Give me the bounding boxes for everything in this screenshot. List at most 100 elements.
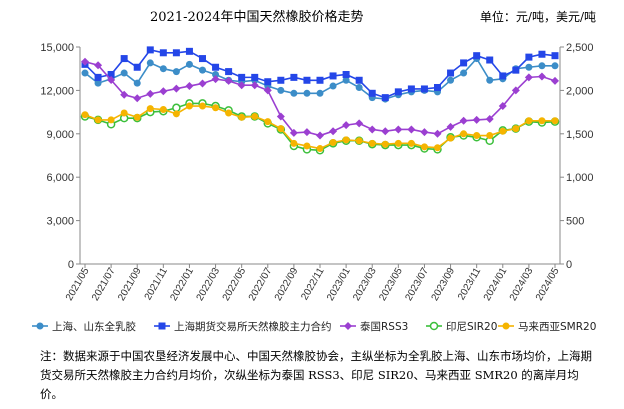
legend-marker [36,322,44,330]
legend-marker [158,322,166,330]
x-tick-label: 2021/05 [64,266,92,303]
data-point-series-5 [107,116,115,124]
data-point-series-1 [172,68,180,76]
data-point-series-5 [225,109,233,117]
data-point-series-3 [459,116,468,125]
legend-label: 上海、山东全乳胶 [52,320,136,333]
data-point-series-3 [276,112,285,121]
data-point-series-5 [303,142,311,150]
data-point-series-3 [381,127,390,136]
data-point-series-1 [185,60,193,68]
y-left-tick-label: 9,000 [46,129,74,141]
x-tick-label: 2021/09 [116,266,144,303]
data-point-series-5 [486,132,494,140]
unit-label: 单位：元/吨，美元/吨 [479,10,596,24]
x-tick-label: 2022/07 [247,266,275,303]
data-point-series-2 [238,73,246,81]
data-point-series-5 [447,134,455,142]
data-point-series-1 [212,70,220,78]
data-point-series-5 [81,111,89,119]
data-point-series-3 [133,94,142,103]
y-left-tick-label: 12,000 [40,85,74,97]
data-point-series-2 [212,63,220,71]
data-point-series-5 [94,116,102,124]
data-point-series-5 [538,117,546,125]
data-point-series-2 [277,76,285,84]
data-point-series-3 [551,76,559,85]
x-tick-label: 2022/01 [168,266,196,303]
legend-label: 印尼SIR20 [446,321,497,333]
data-point-series-5 [368,139,376,147]
data-point-series-2 [434,84,441,92]
data-point-series-3 [446,122,455,131]
data-point-series-5 [199,102,206,110]
data-point-series-1 [525,63,533,71]
data-point-series-5 [551,117,559,125]
data-point-series-2 [133,63,141,71]
data-point-series-5 [120,109,128,117]
y-right-tick-label: 1,000 [566,172,594,184]
data-point-series-1 [447,76,455,84]
data-point-series-2 [159,49,167,57]
x-tick-label: 2023/01 [325,266,353,303]
legend-marker [344,322,352,330]
x-tick-label: 2024/03 [508,266,536,303]
x-tick-label: 2022/05 [221,266,249,303]
data-point-series-2 [420,85,428,93]
data-point-series-3 [120,90,129,99]
data-point-series-3 [407,125,416,134]
data-point-series-3 [237,81,246,90]
data-point-series-3 [368,125,377,134]
data-point-series-3 [185,82,194,91]
y-right-tick-label: 2,500 [566,42,594,54]
data-point-series-1 [159,65,167,73]
data-point-series-1 [94,79,102,87]
data-point-series-1 [199,66,206,74]
data-point-series-3 [498,102,507,111]
x-tick-label: 2023/03 [351,266,379,303]
price-trend-chart: 0 3,000 6,000 9,000 12,000 15,000 0 500 1,000 1,5… [32,42,596,333]
data-point-series-1 [342,76,350,84]
data-point-series-2 [185,47,193,55]
data-point-series-2 [264,78,272,86]
data-point-series-1 [146,59,154,67]
data-point-series-2 [486,56,494,64]
data-point-series-3 [211,75,220,84]
data-point-series-5 [512,125,520,133]
x-tick-label: 2023/07 [403,266,431,303]
data-point-series-1 [81,69,89,77]
data-point-series-5 [251,112,259,120]
data-point-series-1 [460,69,468,77]
data-point-series-5 [277,125,285,133]
data-point-series-2 [447,69,455,77]
y-right-tick-label: 500 [566,216,584,228]
data-point-series-1 [277,86,285,94]
data-point-series-3 [342,121,351,130]
data-point-series-2 [551,52,559,60]
x-tick-label: 2021/11 [143,266,170,303]
x-tick-label: 2024/01 [482,266,510,303]
data-point-series-2 [499,72,507,80]
data-point-series-3 [198,79,207,88]
data-point-series-1 [120,69,128,77]
data-point-series-2 [329,72,337,80]
data-point-series-3 [81,57,89,66]
data-point-series-1 [290,89,298,97]
chart-title: 2021-2024年中国天然橡胶价格走势 [150,10,364,25]
data-point-series-3 [146,89,155,98]
data-point-series-5 [342,136,350,144]
data-point-series-3 [302,128,311,137]
data-point-series-2 [342,70,350,78]
data-point-series-3 [524,73,533,82]
data-point-series-2 [107,70,115,78]
data-point-series-3 [94,61,103,70]
data-point-series-3 [250,81,259,90]
data-point-series-2 [316,76,324,84]
data-point-series-5 [473,132,481,140]
data-point-series-5 [434,144,441,152]
data-point-series-3 [224,76,233,85]
data-point-series-2 [251,73,259,81]
data-point-series-4 [172,103,181,113]
data-point-series-3 [472,115,481,124]
data-point-series-2 [199,55,206,63]
